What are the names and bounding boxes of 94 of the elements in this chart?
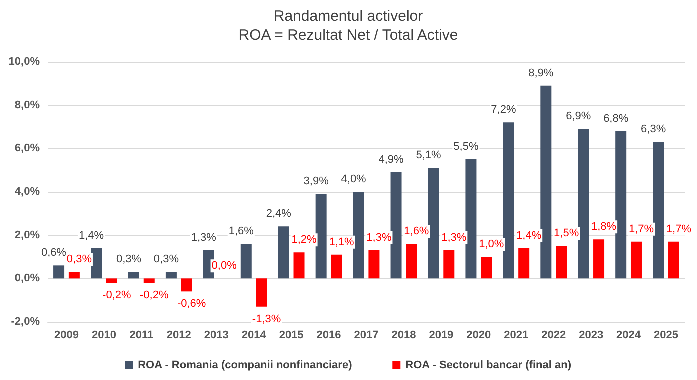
data-label: 8,9% xyxy=(528,67,554,80)
bar xyxy=(68,272,80,279)
data-label: -0,6% xyxy=(177,298,206,310)
bar xyxy=(54,266,65,279)
bar xyxy=(444,250,455,279)
bar xyxy=(91,248,102,279)
data-label: 1,1% xyxy=(329,236,354,248)
data-label: 5,1% xyxy=(416,150,442,162)
data-label: 6,9% xyxy=(566,110,592,123)
bar xyxy=(294,252,305,279)
x-tick-label: 2012 xyxy=(166,330,192,342)
bar xyxy=(278,226,290,279)
bar xyxy=(406,244,418,279)
data-label: 7,2% xyxy=(491,104,516,116)
bar xyxy=(540,86,552,279)
bar xyxy=(106,278,118,283)
bar xyxy=(481,257,492,279)
data-label: 1,5% xyxy=(554,228,580,240)
data-label: 0,3% xyxy=(66,254,92,266)
chart-subtitle: ROA = Rezultat Net / Total Active xyxy=(238,27,458,44)
y-tick-label: 10,0% xyxy=(8,56,40,68)
bar xyxy=(668,242,680,279)
data-label: 4,0% xyxy=(341,174,367,186)
y-tick-label: 8,0% xyxy=(14,99,40,112)
data-label: 1,4% xyxy=(516,230,542,242)
bar xyxy=(630,242,642,279)
data-label: 1,8% xyxy=(591,221,617,234)
data-label: 3,9% xyxy=(304,176,330,188)
x-tick-label: 2024 xyxy=(616,330,642,342)
x-tick-label: 2010 xyxy=(92,330,116,342)
data-label: 0,0% xyxy=(212,260,238,272)
bar xyxy=(331,254,342,279)
legend-label: ROA - Sectorul bancar (final an) xyxy=(406,360,572,372)
x-tick-label: 2023 xyxy=(579,330,604,342)
x-tick-label: 2011 xyxy=(130,330,154,342)
x-tick-label: 2020 xyxy=(466,330,492,342)
bar xyxy=(616,131,627,279)
x-tick-label: 2025 xyxy=(654,330,679,342)
legend-label: ROA - Romania (companii nonfinanciare) xyxy=(138,360,353,372)
bar xyxy=(390,172,402,279)
data-label: 1,3% xyxy=(191,232,217,244)
y-tick-label: 2,0% xyxy=(14,229,40,242)
data-label: 1,7% xyxy=(628,223,654,236)
bar xyxy=(316,194,327,279)
x-tick-label: 2015 xyxy=(279,330,304,342)
y-tick-label: -2,0% xyxy=(11,316,40,328)
data-label: -0,2% xyxy=(140,290,169,302)
x-tick-label: 2019 xyxy=(429,330,454,342)
data-label: -1,3% xyxy=(252,313,282,326)
bar xyxy=(256,278,268,307)
data-label: 0,3% xyxy=(154,254,180,266)
data-label: 1,3% xyxy=(442,232,467,244)
x-tick-label: 2014 xyxy=(242,330,268,342)
bar xyxy=(556,246,568,279)
bar xyxy=(518,248,530,279)
bar xyxy=(128,272,140,279)
bar xyxy=(368,250,380,279)
bar xyxy=(240,244,252,279)
data-label: -0,2% xyxy=(102,290,132,302)
data-label: 6,3% xyxy=(641,124,666,136)
bar xyxy=(166,272,177,279)
data-label: 1,0% xyxy=(479,238,504,250)
y-tick-label: 4,0% xyxy=(14,186,40,198)
bar xyxy=(594,240,605,279)
bar xyxy=(466,160,477,279)
bar xyxy=(181,278,192,292)
bar xyxy=(428,168,440,279)
data-label: 6,8% xyxy=(604,112,629,125)
data-label: 0,3% xyxy=(116,254,142,266)
y-tick-label: 6,0% xyxy=(14,142,40,155)
data-label: 0,6% xyxy=(41,247,67,260)
data-label: 5,5% xyxy=(454,141,479,153)
bar xyxy=(144,278,155,283)
data-label: 4,9% xyxy=(378,154,404,166)
data-label: 2,4% xyxy=(266,208,292,220)
bar xyxy=(578,129,590,279)
x-tick-label: 2009 xyxy=(54,330,79,342)
data-label: 1,6% xyxy=(228,226,254,238)
bar xyxy=(353,192,364,279)
y-tick-label: 0,0% xyxy=(14,272,40,285)
x-tick-label: 2016 xyxy=(316,330,342,342)
chart-title: Randamentul activelor xyxy=(274,8,424,25)
data-label: 1,3% xyxy=(366,232,392,244)
x-tick-label: 2017 xyxy=(354,330,379,342)
data-label: 1,7% xyxy=(666,223,692,236)
x-tick-label: 2013 xyxy=(204,330,229,342)
x-tick-label: 2022 xyxy=(542,330,566,342)
data-label: 1,4% xyxy=(78,230,104,242)
bar xyxy=(653,142,664,279)
bar xyxy=(503,122,514,279)
data-label: 1,6% xyxy=(404,226,430,238)
x-tick-label: 2021 xyxy=(504,330,529,342)
x-tick-label: 2018 xyxy=(392,330,416,342)
data-label: 1,2% xyxy=(292,234,318,246)
